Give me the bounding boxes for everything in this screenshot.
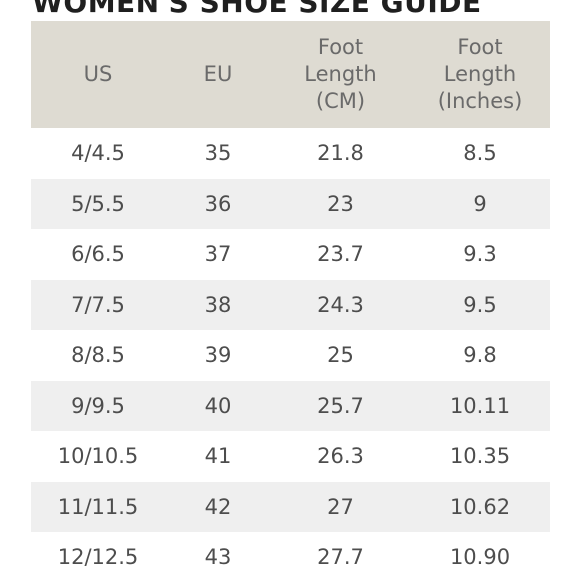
table-row: 6/6.5 37 23.7 9.3 (31, 229, 550, 280)
cell-inches: 10.35 (449, 444, 511, 469)
cell-eu: 41 (204, 444, 232, 469)
table-header-row: US EU Foot Length (CM) Foot Length (Inch… (31, 21, 550, 128)
cell-inches: 9 (473, 191, 487, 216)
header-us: US (83, 62, 113, 86)
table-row: 5/5.5 36 23 9 (31, 178, 550, 229)
header-foot-length-inches: Foot Length (Inches) (437, 35, 523, 113)
cell-inches: 10.62 (449, 494, 511, 519)
cell-cm: 25 (327, 343, 354, 368)
table-row: 4/4.5 35 21.8 8.5 (31, 128, 550, 179)
cell-eu: 40 (204, 393, 232, 418)
cell-us: 5/5.5 (71, 191, 125, 216)
cell-inches: 8.5 (463, 141, 497, 166)
cell-eu: 43 (204, 545, 232, 570)
cell-us: 9/9.5 (71, 393, 125, 418)
cell-cm: 27 (327, 494, 354, 519)
table-row: 11/11.5 42 27 10.62 (31, 481, 550, 532)
cell-cm: 21.8 (317, 141, 364, 166)
cell-eu: 36 (204, 191, 232, 216)
cell-cm: 27.7 (317, 545, 364, 570)
table-row: 8/8.5 39 25 9.8 (31, 330, 550, 381)
cell-us: 11/11.5 (57, 494, 139, 519)
cell-eu: 35 (204, 141, 232, 166)
cell-eu: 38 (204, 292, 232, 317)
cell-eu: 39 (204, 343, 232, 368)
cell-us: 6/6.5 (71, 242, 125, 267)
cell-cm: 24.3 (317, 292, 364, 317)
table-row: 12/12.5 43 27.7 10.90 (31, 532, 550, 583)
page-title: WOMEN'S SHOE SIZE GUIDE (32, 0, 482, 19)
cell-us: 4/4.5 (71, 141, 125, 166)
table-row: 7/7.5 38 24.3 9.5 (31, 279, 550, 330)
cell-cm: 23 (327, 191, 354, 216)
cell-us: 8/8.5 (71, 343, 125, 368)
cell-cm: 26.3 (317, 444, 364, 469)
cell-eu: 42 (204, 494, 232, 519)
cell-inches: 9.5 (463, 292, 497, 317)
header-eu: EU (203, 62, 233, 86)
cell-cm: 25.7 (317, 393, 364, 418)
cell-inches: 9.8 (463, 343, 497, 368)
cell-inches: 9.3 (463, 242, 497, 267)
cell-us: 7/7.5 (71, 292, 125, 317)
cell-cm: 23.7 (317, 242, 364, 267)
cell-us: 12/12.5 (57, 545, 139, 570)
cell-eu: 37 (204, 242, 232, 267)
cell-us: 10/10.5 (57, 444, 139, 469)
table-row: 9/9.5 40 25.7 10.11 (31, 380, 550, 431)
cell-inches: 10.90 (449, 545, 511, 570)
header-foot-length-cm: Foot Length (CM) (304, 35, 377, 113)
cell-inches: 10.11 (449, 393, 511, 418)
size-guide-table: US EU Foot Length (CM) Foot Length (Inch… (31, 21, 550, 583)
table-row: 10/10.5 41 26.3 10.35 (31, 431, 550, 482)
